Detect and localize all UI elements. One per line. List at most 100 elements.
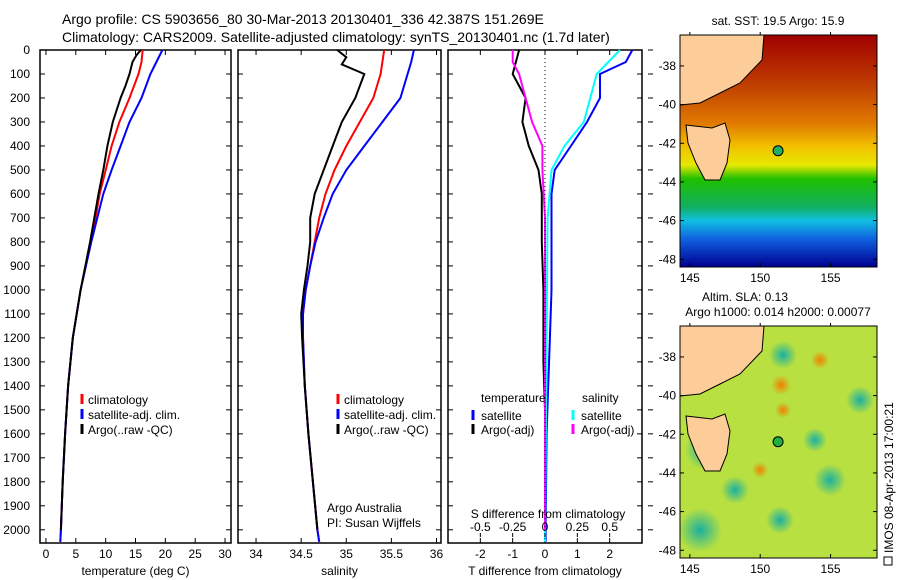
map-lat-label: -46 [659,505,677,519]
legend-label: satellite-adj. clim. [344,408,436,422]
series-line-t-argo-adj- [511,49,546,530]
tasmania [685,122,731,181]
map-field [680,35,877,267]
map-lat-label: -48 [659,543,677,557]
map-lon-label: 145 [680,562,700,576]
legend-label: Argo(-adj) [481,423,534,437]
y-tick-label: 1300 [3,355,30,369]
sla-high-blob [771,375,791,395]
series-line-s-satellite [544,49,621,542]
map-frame [679,34,878,268]
x-tick-label: 0 [43,547,50,561]
map-lat-label: -42 [659,136,677,150]
x-tick-label: 0 [542,547,549,561]
map-lat-label: -38 [659,350,677,364]
y-tick-label: 1400 [3,379,30,393]
x2-tick-label: 0.25 [566,520,590,534]
map-lat-label: -44 [659,466,677,480]
x-tick-label: 25 [189,547,203,561]
sla-low-blob [766,506,794,534]
sla-low-blob [803,428,827,452]
legend-label: climatology [88,393,148,407]
x2-tick-label: 0 [542,520,549,534]
legend-label: satellite-adj. clim. [88,408,180,422]
series-line-climatology [302,49,386,542]
map-lon-label: 155 [821,562,841,576]
map-lat-label: -38 [659,59,677,73]
legend-label: climatology [344,393,404,407]
map-lon-label: 150 [750,562,770,576]
x-tick-label: -1 [507,547,518,561]
series-line-argo-raw-qc- [300,49,366,530]
series-line-argo-raw-qc- [59,49,142,530]
y-tick-label: 900 [10,259,30,273]
x2-tick-label: -0.25 [499,520,527,534]
title-line-2: Climatology: CARS2009. Satellite-adjuste… [62,29,610,45]
x-tick-label: -2 [475,547,486,561]
legend-label: Argo(..raw -QC) [344,423,429,437]
x-tick-label: 36 [430,547,444,561]
title-line-1: Argo profile: CS 5903656_80 30-Mar-2013 … [62,11,544,27]
sla-low-blob [680,508,722,552]
y-tick-label: 500 [10,163,30,177]
sla-low-blob [846,386,874,414]
sla-low-blob [769,341,797,369]
x2-axis-label: S difference from climatology [471,507,626,521]
sst-map-title: sat. SST: 19.5 Argo: 15.9 [712,14,845,28]
y-tick-label: 400 [10,139,30,153]
map-frame [679,325,878,559]
x-tick-label: 35 [340,547,354,561]
series-line-satellite-adj-clim- [59,49,164,542]
x-tick-label: 10 [99,547,113,561]
argo-float-marker [772,145,784,157]
sla-map-title: Altim. SLA: 0.13 [702,290,788,304]
y-tick-label: 300 [10,115,30,129]
x-axis-label: salinity [321,564,358,578]
y-tick-label: 600 [10,187,30,201]
y-tick-label: 0 [23,43,30,57]
map-lon-label: 155 [821,271,841,285]
temperature-panel: 0100200300400500600700800900100011001200… [3,43,232,578]
sla-high-blob [811,351,829,369]
map-lon-label: 150 [750,271,770,285]
y-tick-label: 200 [10,91,30,105]
legend-label: Argo(..raw -QC) [88,423,173,437]
x-tick-label: 15 [129,547,143,561]
legend-header-temperature: temperature [481,391,546,405]
map-lat-label: -44 [659,175,677,189]
plot-frame [237,49,442,544]
y-tick-label: 1500 [3,403,30,417]
x2-tick-label: -0.5 [470,520,491,534]
y-tick-label: 1800 [3,475,30,489]
legend-label: satellite [481,409,522,423]
x-tick-label: 35.5 [380,547,404,561]
x-axis-label: temperature (deg C) [81,564,189,578]
y-tick-label: 1700 [3,451,30,465]
x-tick-label: 34.5 [289,547,313,561]
map-lat-label: -42 [659,427,677,441]
x-axis-label: T difference from climatology [468,564,622,578]
x2-tick-label: 0.5 [601,520,618,534]
map-lat-label: -46 [659,214,677,228]
imos-logo-icon [883,556,893,566]
series-line-s-argo-adj- [511,50,546,530]
argo-float-marker [772,436,784,448]
y-tick-label: 700 [10,211,30,225]
y-tick-label: 800 [10,235,30,249]
legend-label: satellite [581,409,622,423]
sla-low-blob [721,476,749,504]
imos-timestamp: IMOS 08-Apr-2013 17:00:21 [882,402,896,553]
credit-pi: PI: Susan Wijffels [327,516,421,530]
legend-label: Argo(-adj) [581,423,634,437]
y-tick-label: 1000 [3,283,30,297]
y-tick-label: 1900 [3,499,30,513]
x-tick-label: 1 [574,547,581,561]
sla-high-blob [752,462,768,478]
sla-low-blob [814,464,846,496]
x-tick-label: 30 [218,547,232,561]
y-tick-label: 1200 [3,331,30,345]
y-tick-label: 1100 [4,307,30,321]
